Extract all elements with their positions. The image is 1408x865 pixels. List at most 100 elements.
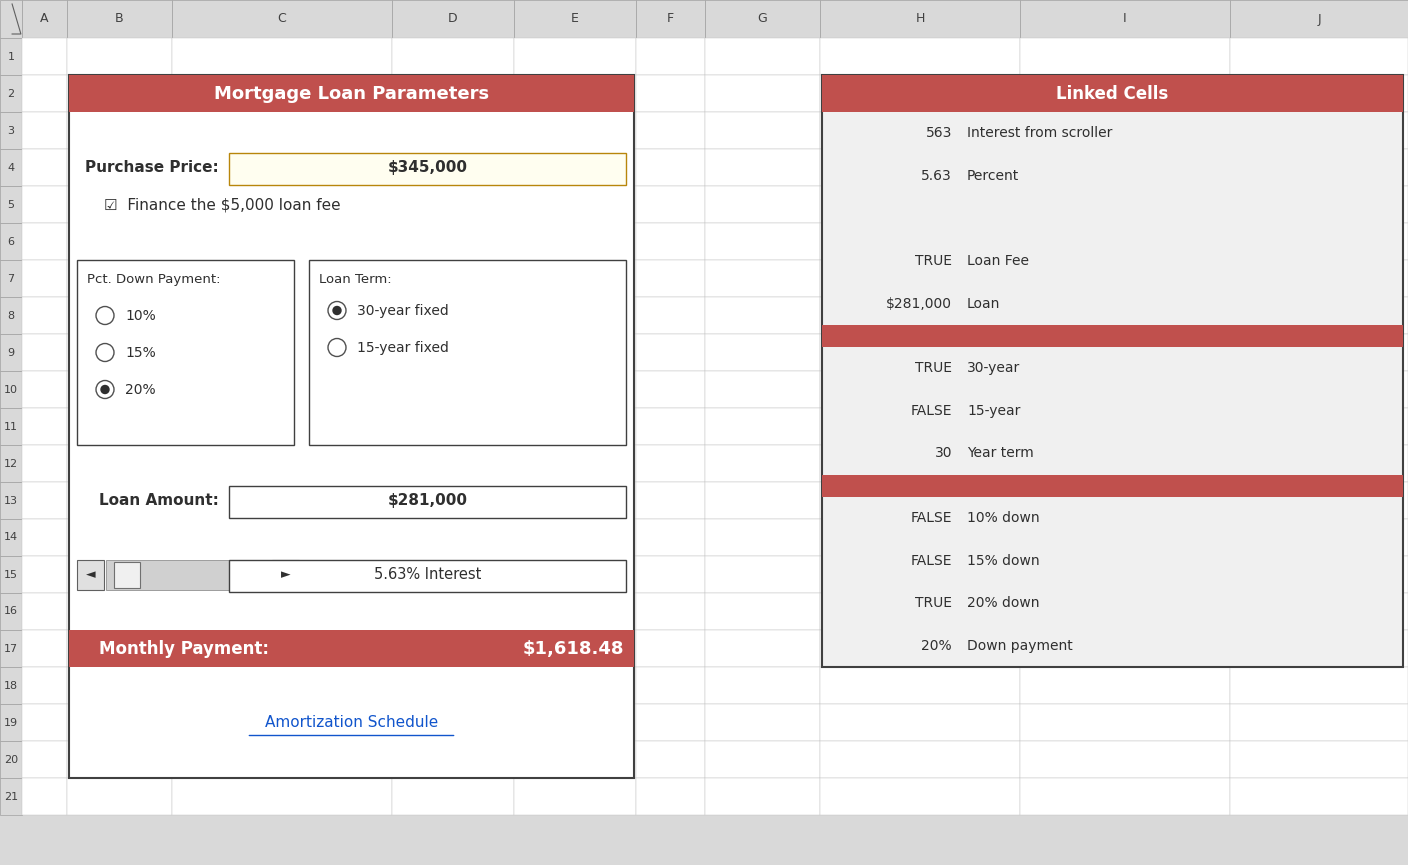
- FancyBboxPatch shape: [172, 667, 391, 704]
- FancyBboxPatch shape: [391, 260, 514, 297]
- Text: Loan Fee: Loan Fee: [967, 254, 1029, 268]
- FancyBboxPatch shape: [514, 482, 636, 519]
- FancyBboxPatch shape: [705, 260, 819, 297]
- Text: 5.63: 5.63: [921, 169, 952, 183]
- FancyBboxPatch shape: [0, 556, 23, 593]
- Text: 21: 21: [4, 791, 18, 802]
- Text: Loan Amount:: Loan Amount:: [99, 493, 220, 508]
- Text: 18: 18: [4, 681, 18, 690]
- FancyBboxPatch shape: [23, 704, 68, 741]
- FancyBboxPatch shape: [308, 260, 627, 445]
- FancyBboxPatch shape: [636, 667, 705, 704]
- FancyBboxPatch shape: [636, 556, 705, 593]
- FancyBboxPatch shape: [68, 482, 172, 519]
- FancyBboxPatch shape: [391, 297, 514, 334]
- Text: 17: 17: [4, 644, 18, 653]
- FancyBboxPatch shape: [68, 334, 172, 371]
- FancyBboxPatch shape: [705, 556, 819, 593]
- FancyBboxPatch shape: [705, 482, 819, 519]
- FancyBboxPatch shape: [822, 475, 1402, 497]
- FancyBboxPatch shape: [705, 408, 819, 445]
- Text: H: H: [915, 12, 925, 25]
- FancyBboxPatch shape: [819, 149, 1019, 186]
- FancyBboxPatch shape: [819, 593, 1019, 630]
- FancyBboxPatch shape: [391, 556, 514, 593]
- FancyBboxPatch shape: [819, 630, 1019, 667]
- Text: 20% down: 20% down: [967, 596, 1039, 610]
- FancyBboxPatch shape: [23, 482, 68, 519]
- FancyBboxPatch shape: [391, 38, 514, 75]
- FancyBboxPatch shape: [106, 560, 270, 590]
- FancyBboxPatch shape: [68, 445, 172, 482]
- FancyBboxPatch shape: [636, 630, 705, 667]
- FancyBboxPatch shape: [68, 630, 172, 667]
- Text: 14: 14: [4, 533, 18, 542]
- FancyBboxPatch shape: [172, 371, 391, 408]
- FancyBboxPatch shape: [0, 408, 23, 445]
- FancyBboxPatch shape: [514, 0, 636, 38]
- FancyBboxPatch shape: [705, 630, 819, 667]
- Text: $281,000: $281,000: [387, 493, 467, 508]
- Text: 12: 12: [4, 458, 18, 469]
- FancyBboxPatch shape: [636, 445, 705, 482]
- Text: 4: 4: [7, 163, 14, 172]
- FancyBboxPatch shape: [68, 371, 172, 408]
- FancyBboxPatch shape: [822, 325, 1402, 347]
- FancyBboxPatch shape: [705, 667, 819, 704]
- FancyBboxPatch shape: [172, 408, 391, 445]
- FancyBboxPatch shape: [172, 556, 391, 593]
- FancyBboxPatch shape: [705, 741, 819, 778]
- FancyBboxPatch shape: [705, 519, 819, 556]
- FancyBboxPatch shape: [1231, 0, 1408, 38]
- FancyBboxPatch shape: [636, 297, 705, 334]
- Text: 1: 1: [7, 52, 14, 61]
- FancyBboxPatch shape: [822, 75, 1402, 112]
- Text: Amortization Schedule: Amortization Schedule: [265, 715, 438, 730]
- FancyBboxPatch shape: [819, 371, 1019, 408]
- Text: Loan: Loan: [967, 297, 1000, 311]
- FancyBboxPatch shape: [819, 445, 1019, 482]
- FancyBboxPatch shape: [819, 334, 1019, 371]
- FancyBboxPatch shape: [391, 704, 514, 741]
- FancyBboxPatch shape: [819, 260, 1019, 297]
- Text: 10%: 10%: [125, 309, 156, 323]
- Text: 20%: 20%: [921, 638, 952, 653]
- FancyBboxPatch shape: [0, 149, 23, 186]
- FancyBboxPatch shape: [272, 560, 298, 590]
- FancyBboxPatch shape: [819, 408, 1019, 445]
- FancyBboxPatch shape: [1231, 223, 1408, 260]
- FancyBboxPatch shape: [514, 149, 636, 186]
- Text: 8: 8: [7, 311, 14, 321]
- FancyBboxPatch shape: [391, 667, 514, 704]
- Text: 30-year: 30-year: [967, 362, 1021, 375]
- Text: 10% down: 10% down: [967, 511, 1039, 525]
- FancyBboxPatch shape: [819, 38, 1019, 75]
- Text: TRUE: TRUE: [915, 596, 952, 610]
- FancyBboxPatch shape: [1019, 408, 1231, 445]
- Text: Down payment: Down payment: [967, 638, 1073, 653]
- FancyBboxPatch shape: [0, 667, 23, 704]
- Text: 6: 6: [7, 236, 14, 247]
- Text: E: E: [572, 12, 579, 25]
- FancyBboxPatch shape: [23, 334, 68, 371]
- Text: G: G: [758, 12, 767, 25]
- Text: 5: 5: [7, 200, 14, 209]
- Text: TRUE: TRUE: [915, 254, 952, 268]
- FancyBboxPatch shape: [705, 223, 819, 260]
- Text: Linked Cells: Linked Cells: [1056, 85, 1169, 102]
- FancyBboxPatch shape: [1231, 75, 1408, 112]
- FancyBboxPatch shape: [23, 778, 68, 815]
- Text: 15-year fixed: 15-year fixed: [358, 341, 449, 355]
- FancyBboxPatch shape: [68, 149, 172, 186]
- FancyBboxPatch shape: [0, 38, 23, 75]
- Text: A: A: [41, 12, 49, 25]
- FancyBboxPatch shape: [172, 260, 391, 297]
- FancyBboxPatch shape: [705, 149, 819, 186]
- Text: ◄: ◄: [86, 568, 96, 581]
- FancyBboxPatch shape: [1231, 408, 1408, 445]
- FancyBboxPatch shape: [68, 667, 172, 704]
- FancyBboxPatch shape: [514, 445, 636, 482]
- FancyBboxPatch shape: [0, 445, 23, 482]
- FancyBboxPatch shape: [636, 704, 705, 741]
- FancyBboxPatch shape: [1231, 297, 1408, 334]
